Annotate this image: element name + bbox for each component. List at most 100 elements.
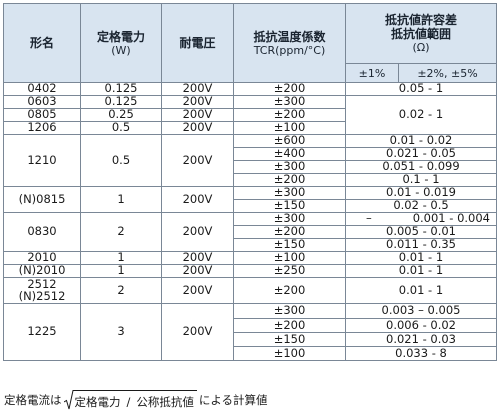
cell-name: 1225 <box>3 303 81 361</box>
cell-name: 0805 <box>3 108 81 122</box>
cell-tcr: ±100 <box>233 121 346 135</box>
cell-range: 0.01 - 1 <box>345 251 497 265</box>
cell-range-value: 0.001 - 0.004 <box>412 212 490 226</box>
table-row: 0603 0.125 200V ±300 0.02 - 1 <box>3 95 497 135</box>
cell-voltage: 200V <box>161 108 234 122</box>
cell-tcr: ±200 <box>233 225 346 239</box>
cell-name: 1206 <box>3 121 81 135</box>
cell-tcr: ±150 <box>233 238 346 252</box>
cell-power: 1 <box>80 186 162 213</box>
header-voltage: 耐電圧 <box>161 3 234 83</box>
cell-tcr: ±300 <box>233 160 346 174</box>
cell-voltage: 200V <box>161 121 234 135</box>
cell-range: 0.02 - 0.5 <box>345 199 497 213</box>
table-row: 0830 2 200V ±300 – 0.001 - 0.004 <box>3 212 497 252</box>
table-row: 0402 0.125 200V ±200 0.05 - 1 <box>3 82 497 96</box>
footnote: 定格電流は 定格電力 / 公称抵抗値 による計算値 <box>4 388 268 412</box>
cell-tcr: ±100 <box>233 346 346 361</box>
cell-range: 0.01 - 0.019 <box>345 186 497 200</box>
cell-power: 0.5 <box>80 134 162 187</box>
cell-voltage: 200V <box>161 264 234 278</box>
cell-name: 0603 <box>3 95 81 109</box>
cell-power: 0.125 <box>80 95 162 109</box>
cell-tcr: ±150 <box>233 332 346 347</box>
cell-power: 0.5 <box>80 121 162 135</box>
cell-name-line-2: (N)2512 <box>18 289 66 303</box>
cell-power: 2 <box>80 212 162 252</box>
header-name: 形名 <box>3 3 81 83</box>
header-tol-1: ±1% <box>345 63 399 83</box>
cell-range: 0.033 - 8 <box>345 346 497 361</box>
resistor-spec-table: 形名 定格電力 (W) 耐電圧 抵抗温度係数 TCR(ppm/°C) 抵抗値許容差抵… <box>3 3 497 361</box>
cell-range: 0.05 - 1 <box>345 82 497 96</box>
footnote-suffix: による計算値 <box>198 393 268 407</box>
cell-power: 3 <box>80 303 162 361</box>
footnote-denominator: 公称抵抗値 <box>136 395 194 409</box>
cell-name: 1210 <box>3 134 81 187</box>
cell-range: 0.02 - 1 <box>345 95 497 135</box>
cell-range: 0.1 - 1 <box>345 173 497 187</box>
header-tol-2: ±2%, ±5% <box>398 63 497 83</box>
cell-power: 2 <box>80 277 162 304</box>
cell-range: 0.01 - 1 <box>345 277 497 304</box>
sqrt-expression: 定格電力 / 公称抵抗値 <box>63 390 197 410</box>
cell-voltage: 200V <box>161 95 234 109</box>
cell-tcr: ±200 <box>233 82 346 96</box>
cell-voltage: 200V <box>161 251 234 265</box>
header-range: 抵抗値許容差 抵抗値範囲 (Ω) <box>345 3 497 64</box>
radical-sign-icon <box>63 390 74 410</box>
header-tcr: 抵抗温度係数 TCR(ppm/°C) <box>233 3 346 83</box>
table-row: ±300 0.051 - 0.099 <box>4 160 497 174</box>
footnote-prefix: 定格電流は <box>4 393 62 407</box>
cell-name: 2010 <box>3 251 81 265</box>
table-row: (N)2010 1 200V ±250 0.01 - 1 <box>3 264 497 278</box>
cell-power: 1 <box>80 264 162 278</box>
table-row: 0805 0.25 200V ±200 <box>3 108 497 122</box>
cell-voltage: 200V <box>161 212 234 252</box>
cell-tcr: ±400 <box>233 147 346 161</box>
cell-tcr: ±200 <box>233 108 346 122</box>
cell-name: (N)2010 <box>3 264 81 278</box>
footnote-numerator: 定格電力 <box>74 395 121 409</box>
cell-range: – 0.001 - 0.004 <box>345 212 497 226</box>
cell-range: 0.006 - 0.02 <box>345 318 497 333</box>
table-row: ±100 0.033 - 8 <box>4 346 497 361</box>
header-power: 定格電力 (W) <box>80 3 162 83</box>
cell-range: 0.021 - 0.03 <box>345 332 497 347</box>
table-row: 2010 1 200V ±100 0.01 - 1 <box>3 251 497 265</box>
cell-name: 0402 <box>3 82 81 96</box>
cell-power: 0.125 <box>80 82 162 96</box>
cell-name: 2512 (N)2512 <box>3 277 81 304</box>
cell-tcr: ±200 <box>233 173 346 187</box>
table-row: 2512 (N)2512 2 200V ±200 0.01 - 1 <box>3 277 497 304</box>
cell-tcr: ±250 <box>233 264 346 278</box>
table-row: 1225 3 200V ±300 0.003 – 0.005 <box>3 303 497 361</box>
cell-voltage: 200V <box>161 82 234 96</box>
cell-voltage: 200V <box>161 186 234 213</box>
cell-tcr: ±300 <box>233 303 346 319</box>
cell-power: 1 <box>80 251 162 265</box>
cell-tcr: ±200 <box>233 318 346 333</box>
cell-tcr: ±200 <box>233 277 346 304</box>
cell-tcr: ±300 <box>233 95 346 109</box>
cell-tcr: ±100 <box>233 251 346 265</box>
cell-name: (N)0815 <box>3 186 81 213</box>
cell-tcr: ±150 <box>233 199 346 213</box>
cell-range: 0.051 - 0.099 <box>345 160 497 174</box>
cell-range: 0.011 - 0.35 <box>345 238 497 252</box>
cell-voltage: 200V <box>161 134 234 187</box>
table-row: ±400 0.021 - 0.05 <box>4 147 497 161</box>
cell-range: 0.021 - 0.05 <box>345 147 497 161</box>
cell-tcr: ±300 <box>233 212 346 226</box>
cell-range: 0.005 - 0.01 <box>345 225 497 239</box>
cell-tcr: ±300 <box>233 186 346 200</box>
cell-range: 0.01 - 0.02 <box>345 134 497 148</box>
cell-tcr: ±600 <box>233 134 346 148</box>
cell-name: 0830 <box>3 212 81 252</box>
cell-voltage: 200V <box>161 277 234 304</box>
cell-voltage: 200V <box>161 303 234 361</box>
cell-tol1-dash: – <box>366 212 372 226</box>
cell-range: 0.003 – 0.005 <box>345 303 497 319</box>
cell-range: 0.01 - 1 <box>345 264 497 278</box>
table-row: 1210 0.5 200V ±600 0.01 - 0.02 <box>3 134 497 187</box>
